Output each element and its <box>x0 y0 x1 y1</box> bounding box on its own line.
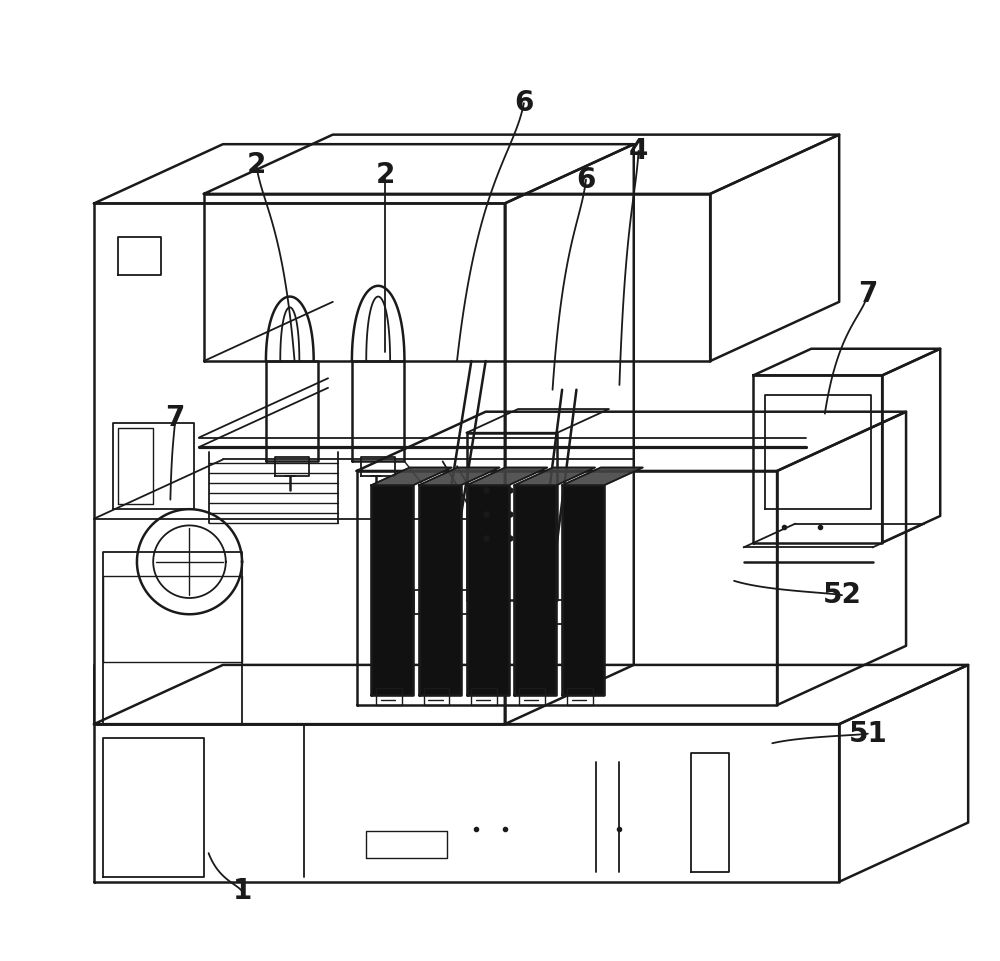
Text: 51: 51 <box>848 720 887 748</box>
Text: 4: 4 <box>629 136 648 165</box>
Text: 2: 2 <box>247 151 266 179</box>
Polygon shape <box>514 467 595 485</box>
Polygon shape <box>514 485 556 696</box>
Polygon shape <box>419 485 461 696</box>
Polygon shape <box>371 485 413 696</box>
Text: 2: 2 <box>376 160 395 188</box>
Text: 7: 7 <box>858 281 878 308</box>
Polygon shape <box>467 467 547 485</box>
Text: 52: 52 <box>823 581 861 609</box>
Polygon shape <box>467 485 509 696</box>
Text: 1: 1 <box>232 877 252 905</box>
Text: 7: 7 <box>165 405 185 432</box>
Text: 6: 6 <box>576 165 596 193</box>
Polygon shape <box>562 485 604 696</box>
Polygon shape <box>371 467 452 485</box>
Text: 6: 6 <box>514 89 534 117</box>
Polygon shape <box>562 467 643 485</box>
Polygon shape <box>419 467 500 485</box>
